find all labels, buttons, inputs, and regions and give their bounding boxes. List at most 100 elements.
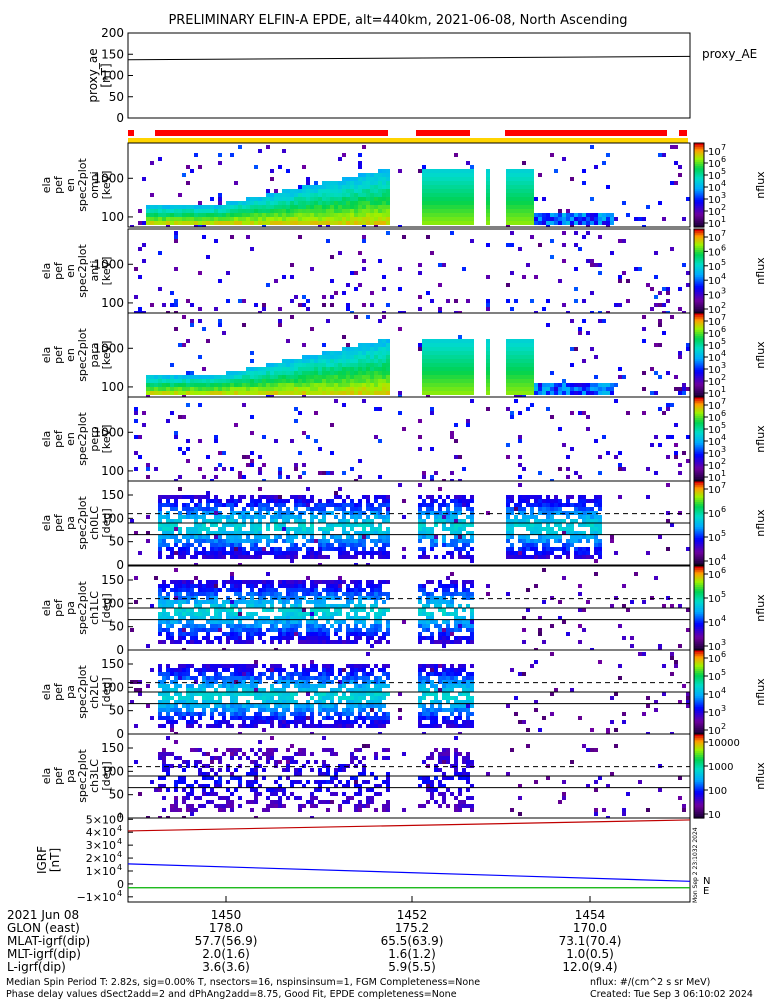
spectrogram-cell — [218, 604, 222, 608]
spectrogram-cell — [194, 535, 198, 539]
spectrogram-cell — [306, 355, 310, 359]
colorbar-tick-exponent: 4 — [721, 614, 726, 623]
spectrogram-cell — [282, 503, 286, 507]
spectrogram-ytick-label: 1000 — [93, 341, 124, 355]
colorbar-step — [694, 382, 704, 385]
spectrogram-cell — [218, 201, 222, 205]
spectrogram-cell — [326, 499, 330, 503]
spectrogram-cell — [294, 580, 298, 584]
spectrogram-cell — [182, 588, 186, 592]
spectrogram-cell — [354, 616, 358, 620]
spectrogram-cell — [670, 315, 674, 319]
spectrogram-cell — [542, 197, 546, 201]
spectrogram-cell — [326, 596, 330, 600]
spectrogram-cell — [446, 515, 450, 519]
spectrogram-cell — [242, 511, 246, 515]
spectrogram-cell — [146, 209, 150, 213]
spectrogram-cell — [462, 267, 466, 271]
spectrogram-cell — [582, 547, 586, 551]
spectrogram-cell — [302, 213, 306, 217]
spectrogram-cell — [458, 511, 462, 515]
spectrogram-cell — [398, 169, 402, 173]
spectrogram-cell — [174, 375, 178, 379]
spectrogram-cell — [426, 193, 430, 197]
spectrogram-cell — [190, 323, 194, 327]
spectrogram-cell — [422, 359, 426, 363]
spectrogram-cell — [362, 632, 366, 636]
colorbar-tick-exponent: 5 — [721, 258, 726, 267]
spectrogram-cell — [294, 375, 298, 379]
colorbar-step — [694, 584, 704, 588]
spectrogram-cell — [326, 371, 330, 375]
spectrogram-cell — [198, 604, 202, 608]
spectrogram-cell — [382, 499, 386, 503]
spectrogram-cell — [342, 185, 346, 189]
spectrogram-cell — [154, 467, 158, 471]
spectrogram-cell — [586, 387, 590, 391]
spectrogram-cell — [402, 235, 406, 239]
spectrogram-cell — [186, 620, 190, 624]
spectrogram-cell — [242, 600, 246, 604]
colorbar-tick-label: 10 — [708, 341, 721, 352]
spectrogram-cell — [270, 515, 274, 519]
spectrogram-cell — [286, 359, 290, 363]
spectrogram-cell — [234, 209, 238, 213]
spectrogram-cell — [446, 612, 450, 616]
spectrogram-cell — [342, 355, 346, 359]
spectrogram-cell — [510, 231, 514, 235]
spectrogram-cell — [246, 387, 250, 391]
spectrogram-cell — [242, 596, 246, 600]
spectrogram-cell — [198, 213, 202, 217]
spectrogram-cell — [230, 616, 234, 620]
spectrogram-cell — [358, 543, 362, 547]
spectrogram-cell — [446, 177, 450, 181]
spectrogram-cell — [162, 523, 166, 527]
colorbar-step — [694, 239, 704, 243]
spectrogram-cell — [274, 221, 278, 225]
spectrogram-cell — [194, 511, 198, 515]
spectrogram-cell — [342, 383, 346, 387]
proxy-ae-frame — [127, 32, 691, 119]
spectrogram-cell — [186, 339, 190, 343]
spectrogram-cell — [330, 547, 334, 551]
spectrogram-cell — [318, 447, 322, 451]
colorbar-step — [694, 483, 704, 486]
spectrogram-cell — [454, 343, 458, 347]
spectrogram-cell — [158, 596, 162, 600]
spectrogram-cell — [278, 383, 282, 387]
spectrogram-cell — [530, 543, 534, 547]
spectrogram-cell — [246, 463, 250, 467]
spectrogram-cell — [322, 604, 326, 608]
spectrogram-cell — [470, 359, 474, 363]
spectrogram-cell — [454, 439, 458, 443]
spectrogram-cell — [530, 547, 534, 551]
spectrogram-cell — [346, 592, 350, 596]
spectrogram-cell — [422, 519, 426, 523]
spectrogram-cell — [178, 620, 182, 624]
spectrogram-cell — [294, 535, 298, 539]
spectrogram-cell — [418, 608, 422, 612]
spectrogram-cell — [670, 403, 674, 407]
colorbar-step — [694, 405, 704, 409]
spectrogram-cell — [322, 295, 326, 299]
spectrogram-cell — [174, 712, 178, 716]
colorbar-step — [694, 620, 704, 624]
spectrogram-cell — [430, 391, 434, 395]
spectrogram-cell — [674, 145, 678, 149]
spectrogram-cell — [206, 596, 210, 600]
spectrogram-cell — [158, 708, 162, 712]
spectrogram-cell — [230, 555, 234, 559]
spectrogram-cell — [238, 580, 242, 584]
spectrogram-cell — [334, 371, 338, 375]
spectrogram-cell — [310, 636, 314, 640]
spectrogram-cell — [382, 515, 386, 519]
spectrogram-cell — [198, 531, 202, 535]
spectrogram-cell — [354, 347, 358, 351]
colorbar-step — [694, 618, 704, 622]
colorbar-tick-exponent: 3 — [721, 191, 726, 200]
spectrogram-cell — [358, 355, 362, 359]
spectrogram-cell — [422, 523, 426, 527]
spectrogram-cell — [338, 157, 342, 161]
spectrogram-cell — [194, 704, 198, 708]
